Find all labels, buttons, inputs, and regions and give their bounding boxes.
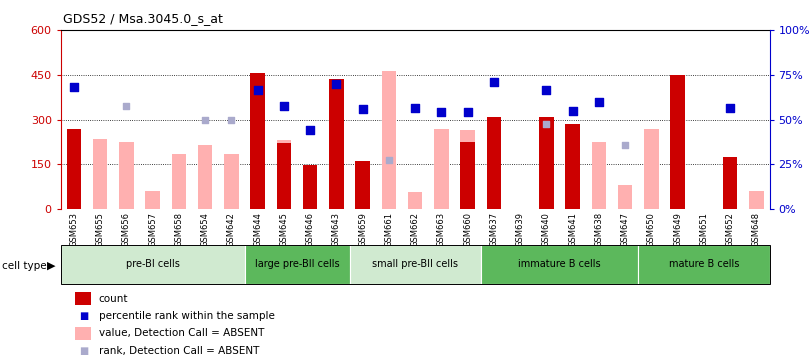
Text: GSM662: GSM662 [411, 212, 420, 247]
Point [435, 109, 448, 115]
Bar [277, 144, 291, 209]
Bar [66, 129, 81, 209]
Text: GSM655: GSM655 [96, 212, 104, 247]
Bar [749, 191, 764, 209]
Point [67, 84, 80, 90]
Bar [75, 292, 92, 305]
Point [304, 127, 317, 133]
Bar [329, 79, 343, 209]
Text: GSM637: GSM637 [489, 212, 498, 247]
Bar [565, 124, 580, 209]
Text: GSM650: GSM650 [647, 212, 656, 247]
Bar [198, 145, 212, 209]
Bar [250, 74, 265, 209]
Point [198, 117, 211, 122]
Text: GSM652: GSM652 [726, 212, 735, 247]
Bar [618, 185, 633, 209]
Point [330, 81, 343, 87]
Point [540, 87, 553, 93]
Text: GSM658: GSM658 [174, 212, 183, 247]
Bar [671, 122, 684, 209]
Bar [434, 129, 449, 209]
Text: GSM657: GSM657 [148, 212, 157, 247]
Point [488, 80, 501, 85]
Text: mature B cells: mature B cells [669, 259, 739, 269]
Bar [172, 154, 186, 209]
Point [540, 121, 553, 127]
Text: GSM641: GSM641 [568, 212, 577, 247]
Text: GSM640: GSM640 [542, 212, 551, 247]
Text: value, Detection Call = ABSENT: value, Detection Call = ABSENT [99, 328, 264, 338]
Text: GSM656: GSM656 [122, 212, 131, 247]
Point [619, 142, 632, 148]
Bar [591, 142, 606, 209]
Bar [245, 245, 349, 284]
Point [592, 99, 605, 105]
Point [356, 106, 369, 112]
Bar [723, 157, 737, 209]
Bar [146, 191, 160, 209]
Point [382, 157, 395, 163]
Text: GSM651: GSM651 [699, 212, 709, 247]
Point [225, 117, 238, 122]
Point [408, 105, 421, 111]
Bar [671, 75, 684, 209]
Text: immature B cells: immature B cells [518, 259, 601, 269]
Bar [61, 245, 245, 284]
Point [120, 104, 133, 109]
Text: GSM661: GSM661 [385, 212, 394, 247]
Point [251, 87, 264, 93]
Bar [408, 192, 422, 209]
Bar [460, 142, 475, 209]
Bar [93, 139, 108, 209]
Text: GSM638: GSM638 [595, 212, 603, 247]
Point [723, 105, 736, 111]
Point [277, 104, 290, 109]
Text: GDS52 / Msa.3045.0_s_at: GDS52 / Msa.3045.0_s_at [63, 12, 223, 25]
Text: GSM648: GSM648 [752, 212, 761, 247]
Bar [644, 129, 659, 209]
Text: pre-BI cells: pre-BI cells [126, 259, 180, 269]
Bar [277, 140, 291, 209]
Bar [119, 142, 134, 209]
Text: GSM642: GSM642 [227, 212, 236, 247]
Bar [356, 161, 370, 209]
Bar [638, 245, 769, 284]
Text: GSM663: GSM663 [437, 212, 446, 247]
Text: percentile rank within the sample: percentile rank within the sample [99, 311, 275, 321]
Bar [481, 245, 638, 284]
Text: GSM654: GSM654 [201, 212, 210, 247]
Bar [460, 130, 475, 209]
Text: GSM646: GSM646 [305, 212, 314, 247]
Point [461, 109, 474, 115]
Text: GSM643: GSM643 [332, 212, 341, 247]
Text: GSM645: GSM645 [279, 212, 288, 247]
Text: GSM649: GSM649 [673, 212, 682, 247]
Bar [75, 327, 92, 340]
Text: large pre-BII cells: large pre-BII cells [254, 259, 339, 269]
Bar [382, 71, 396, 209]
Bar [487, 117, 501, 209]
Text: GSM653: GSM653 [70, 212, 79, 247]
Text: ▶: ▶ [47, 261, 55, 271]
Bar [224, 154, 239, 209]
Text: count: count [99, 293, 128, 303]
Text: ■: ■ [79, 346, 88, 356]
Text: GSM639: GSM639 [516, 212, 525, 247]
Bar [303, 165, 318, 209]
Text: GSM647: GSM647 [620, 212, 629, 247]
Text: small pre-BII cells: small pre-BII cells [372, 259, 458, 269]
Text: GSM659: GSM659 [358, 212, 367, 247]
Text: rank, Detection Call = ABSENT: rank, Detection Call = ABSENT [99, 346, 259, 356]
Point [566, 108, 579, 114]
Text: GSM660: GSM660 [463, 212, 472, 247]
Bar [349, 245, 481, 284]
Text: ■: ■ [79, 311, 88, 321]
Text: GSM644: GSM644 [253, 212, 262, 247]
Bar [539, 117, 553, 209]
Text: cell type: cell type [2, 261, 46, 271]
